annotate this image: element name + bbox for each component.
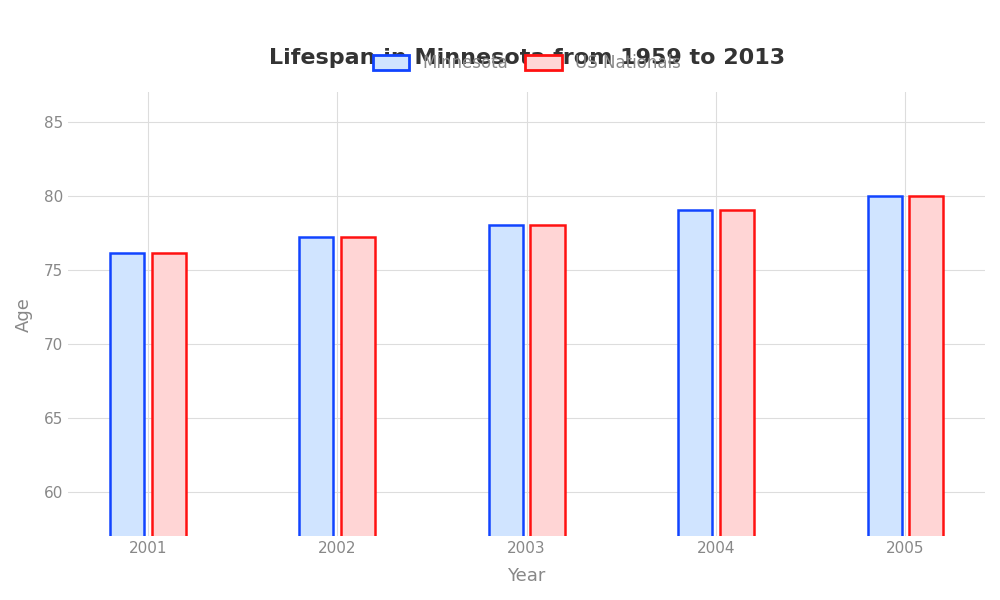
X-axis label: Year: Year	[507, 567, 546, 585]
Y-axis label: Age: Age	[15, 296, 33, 332]
Bar	[341, 237, 375, 600]
Bar	[489, 225, 523, 600]
Title: Lifespan in Minnesota from 1959 to 2013: Lifespan in Minnesota from 1959 to 2013	[269, 49, 785, 68]
Bar	[678, 211, 712, 600]
Bar	[720, 211, 754, 600]
Bar	[299, 237, 333, 600]
Bar	[152, 253, 186, 600]
Bar	[909, 196, 943, 600]
Bar	[868, 196, 902, 600]
Legend: Minnesota, US Nationals: Minnesota, US Nationals	[366, 47, 687, 79]
Bar	[110, 253, 144, 600]
Bar	[530, 225, 565, 600]
